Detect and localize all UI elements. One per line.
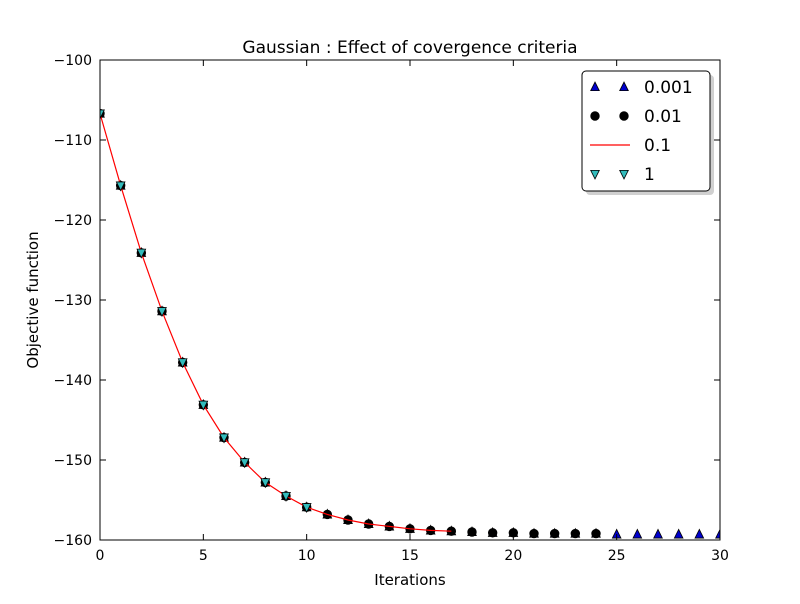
data-point [529, 528, 539, 539]
legend-marker [619, 81, 629, 92]
data-point [694, 528, 705, 539]
axis-ticks: 0 5 10 15 20 25 30 −100 −110 −120 −130 −140 −150 −160 [54, 53, 729, 564]
series-1 [100, 109, 312, 514]
data-point [100, 109, 105, 120]
y-tick-label: −150 [54, 453, 92, 469]
x-tick-label: 10 [298, 548, 316, 564]
data-point [157, 307, 167, 318]
data-point [653, 528, 663, 539]
x-tick-label: 5 [199, 548, 208, 564]
y-tick-label: −120 [54, 213, 92, 229]
data-point [239, 458, 250, 469]
data-point [591, 528, 601, 539]
x-axis-label: Iterations [374, 571, 446, 589]
x-tick-label: 30 [711, 548, 729, 564]
data-point [301, 503, 312, 514]
data-point [260, 478, 271, 489]
y-tick-label: −130 [54, 293, 92, 309]
data-point [467, 527, 477, 537]
data-point [673, 528, 684, 539]
series-0.1 [100, 113, 452, 532]
legend-item: 0.01 [590, 107, 682, 127]
data-point [281, 491, 291, 502]
legend-label: 1 [644, 165, 655, 185]
data-point [136, 248, 147, 259]
y-tick-label: −140 [54, 373, 92, 389]
data-point [549, 528, 560, 539]
data-point [570, 528, 581, 539]
y-tick-label: −110 [54, 133, 92, 149]
data-point [177, 358, 188, 369]
legend-label: 0.001 [644, 78, 693, 98]
y-axis-label: Objective function [24, 231, 42, 368]
data-point [487, 528, 498, 538]
x-tick-label: 15 [401, 548, 419, 564]
data-point [115, 181, 126, 192]
data-point [715, 528, 720, 539]
data-layer [100, 107, 720, 539]
legend-marker [590, 111, 600, 121]
x-tick-label: 0 [96, 548, 105, 564]
legend-item: 0.001 [590, 78, 693, 98]
legend-box [581, 70, 711, 192]
legend-item: 0.1 [590, 136, 671, 156]
legend-marker [619, 111, 629, 121]
x-tick-label: 25 [608, 548, 626, 564]
legend-marker [590, 81, 600, 92]
data-point [219, 433, 229, 444]
legend-label: 0.1 [644, 136, 671, 156]
legend-item: 1 [590, 165, 655, 185]
legend-label: 0.01 [644, 107, 682, 127]
legend-marker [590, 169, 600, 180]
legend-marker [619, 169, 629, 180]
data-point [632, 528, 643, 539]
y-tick-label: −100 [54, 53, 92, 69]
y-tick-label: −160 [54, 533, 92, 549]
data-point [198, 400, 209, 411]
legend: 0.001 0.01 0.1 1 [581, 70, 714, 195]
series-line [100, 113, 452, 532]
chart-title: Gaussian : Effect of covergence criteria [242, 38, 577, 58]
x-tick-label: 20 [504, 548, 522, 564]
